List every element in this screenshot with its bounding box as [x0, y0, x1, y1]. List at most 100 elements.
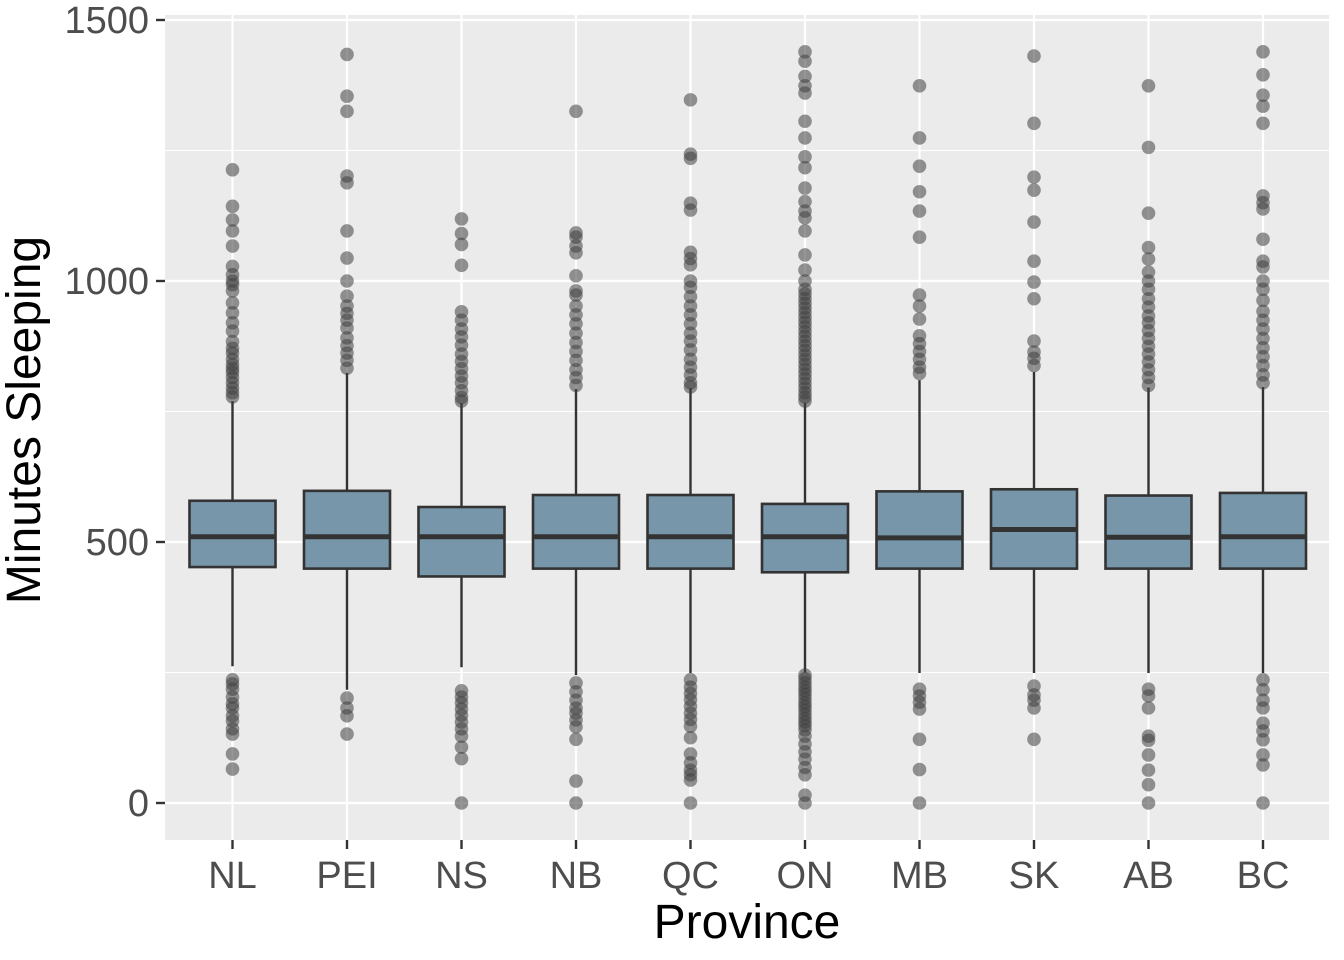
boxplot-SK: [989, 49, 1079, 747]
outlier-dot-BC: [1256, 748, 1270, 762]
boxplot-NB: [531, 104, 621, 810]
outlier-dot-QC: [683, 245, 698, 260]
outlier-dot-PEI: [340, 709, 354, 723]
outlier-dot-NB: [569, 362, 583, 377]
outlier-dot-NL: [225, 163, 240, 177]
outlier-dot-MB: [912, 762, 927, 777]
outlier-dot-QC: [683, 289, 698, 304]
outlier-dot-QC: [683, 796, 698, 810]
outlier-dot-PEI: [340, 274, 354, 288]
y-tick-label: 500: [86, 522, 149, 564]
outlier-dot-NL: [225, 224, 240, 238]
outlier-dot-AB: [1141, 701, 1156, 715]
outlier-dot-QC: [683, 352, 698, 367]
outlier-dot-MB: [912, 702, 927, 716]
outlier-dot-BC: [1256, 293, 1270, 308]
outlier-dot-ON: [798, 45, 812, 59]
outlier-dot-NL: [225, 199, 240, 214]
box-PEI: [302, 489, 392, 570]
boxplot-NL: [188, 163, 277, 776]
outlier-dot-BC: [1256, 341, 1270, 355]
x-tick-label: NS: [435, 855, 488, 897]
outlier-dot-NS: [454, 729, 469, 743]
outlier-dot-SK: [1027, 183, 1041, 197]
outlier-dot-AB: [1141, 291, 1156, 306]
outlier-dot-ON: [798, 114, 812, 129]
outlier-dot-AB: [1141, 240, 1156, 255]
outlier-dot-PEI: [340, 169, 354, 183]
outlier-dot-NL: [225, 296, 240, 310]
outlier-dot-QC: [683, 326, 698, 341]
outlier-dot-BC: [1256, 758, 1270, 772]
outlier-dot-ON: [798, 263, 812, 277]
x-tick-label: QC: [662, 855, 719, 897]
outlier-dot-NS: [454, 751, 469, 766]
outlier-dot-BC: [1256, 701, 1270, 715]
outlier-dot-SK: [1027, 291, 1041, 306]
outlier-dot-BC: [1256, 99, 1270, 113]
box-NL: [188, 499, 277, 569]
outlier-dot-AB: [1141, 796, 1156, 810]
outlier-dot-PEI: [340, 299, 354, 313]
y-axis-title: Minutes Sleeping: [0, 236, 51, 604]
outlier-dot-BC: [1256, 733, 1270, 747]
outlier-dot-NS: [454, 740, 469, 754]
outlier-dot-BC: [1256, 368, 1270, 382]
outlier-dot-AB: [1141, 206, 1156, 220]
outlier-dot-NB: [569, 268, 583, 283]
x-tick-label: AB: [1123, 855, 1174, 897]
box-NS: [417, 505, 506, 578]
outlier-dot-BC: [1256, 68, 1270, 82]
outlier-dot-SK: [1027, 254, 1041, 268]
outlier-dot-NB: [569, 335, 583, 350]
outlier-dot-MB: [912, 288, 927, 302]
boxplot-QC: [646, 93, 735, 810]
outlier-dot-AB: [1141, 748, 1156, 762]
outlier-dot-NB: [569, 796, 583, 810]
outlier-dot-MB: [912, 732, 927, 747]
outlier-dot-QC: [683, 730, 698, 745]
outlier-dot-NS: [454, 226, 469, 241]
x-tick-label: PEI: [316, 855, 377, 897]
x-tick-label: SK: [1009, 855, 1060, 897]
outlier-dot-MB: [912, 312, 927, 326]
outlier-dot-NS: [454, 212, 469, 226]
outlier-dot-PEI: [340, 727, 354, 741]
outlier-dot-ON: [798, 54, 812, 69]
outlier-dot-PEI: [340, 224, 354, 238]
outlier-dot-NB: [569, 719, 583, 734]
outlier-dot-QC: [683, 274, 698, 288]
plot-panel: [165, 15, 1329, 840]
outlier-dot-NS: [454, 237, 469, 252]
outlier-dot-NL: [225, 315, 240, 330]
x-tick-label: MB: [891, 855, 948, 897]
outlier-dot-ON: [798, 78, 812, 93]
outlier-dot-ON: [798, 768, 812, 782]
outlier-dot-SK: [1027, 116, 1041, 131]
outlier-dot-ON: [798, 248, 812, 262]
outlier-dot-ON: [798, 69, 812, 84]
outlier-dot-AB: [1141, 78, 1156, 93]
box-QC: [646, 493, 735, 570]
outlier-dot-BC: [1256, 189, 1270, 203]
box-AB: [1104, 494, 1193, 570]
outlier-dot-BC: [1256, 304, 1270, 319]
outlier-dot-BC: [1256, 682, 1270, 697]
boxplot-AB: [1104, 78, 1193, 810]
x-tick-label: NL: [208, 855, 257, 897]
outlier-dot-NB: [569, 284, 583, 298]
outlier-dot-AB: [1141, 689, 1156, 703]
outlier-dot-NS: [454, 258, 469, 273]
outlier-dot-SK: [1027, 170, 1041, 184]
outlier-dot-BC: [1256, 232, 1270, 247]
outlier-dot-SK: [1027, 275, 1041, 289]
box-BC: [1218, 491, 1308, 570]
outlier-dot-NB: [569, 326, 583, 341]
outlier-dot-AB: [1141, 733, 1156, 748]
boxplot-BC: [1218, 45, 1308, 810]
outlier-dot-AB: [1141, 763, 1156, 777]
chart-root: 0 500 1000 1500 NL PEI NS NB QC ON MB SK AB BC: [64, 0, 1329, 897]
outlier-dot-NL: [225, 727, 240, 741]
y-tick-label: 1500: [64, 0, 149, 42]
